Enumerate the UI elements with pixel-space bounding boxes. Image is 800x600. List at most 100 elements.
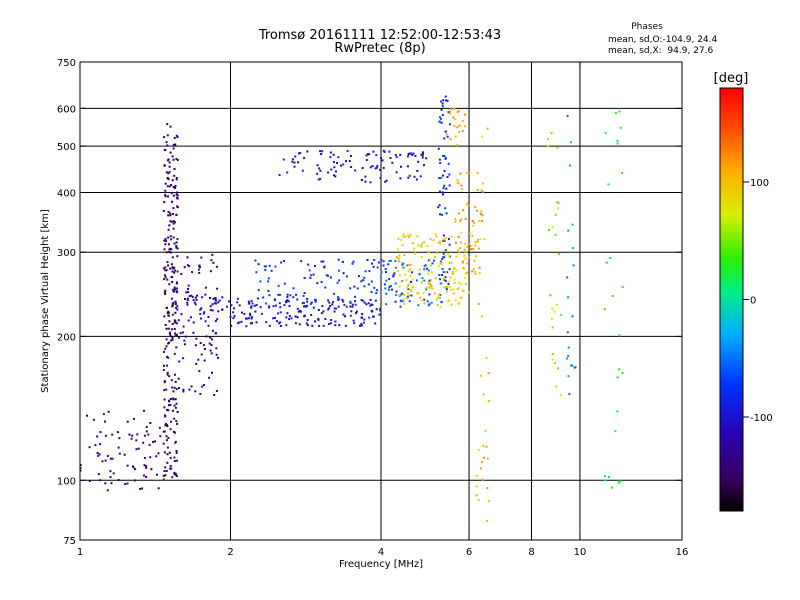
y-tick-label: 200 — [57, 332, 76, 343]
data-point — [451, 272, 454, 275]
data-point — [475, 255, 478, 258]
data-point — [338, 279, 341, 282]
data-point — [96, 452, 99, 454]
data-point — [376, 266, 379, 269]
data-point — [177, 319, 180, 322]
data-point — [245, 325, 248, 328]
data-point — [217, 301, 220, 304]
data-point — [176, 191, 178, 194]
data-point — [567, 355, 570, 357]
data-point — [316, 164, 319, 167]
data-point — [302, 294, 305, 297]
data-point — [421, 277, 424, 280]
data-point — [441, 114, 444, 117]
data-point — [111, 457, 114, 460]
data-point — [209, 270, 212, 273]
data-point — [163, 381, 166, 384]
data-point — [163, 164, 166, 167]
data-point — [165, 435, 168, 438]
data-point — [360, 299, 363, 302]
data-point — [158, 426, 161, 429]
data-point — [194, 303, 197, 306]
data-point — [171, 338, 174, 341]
data-point — [278, 174, 281, 176]
data-point — [86, 414, 88, 417]
data-point — [353, 285, 356, 288]
data-point — [176, 270, 179, 273]
data-point — [449, 110, 451, 113]
data-point — [168, 399, 171, 402]
data-point — [609, 257, 612, 259]
data-point — [349, 300, 352, 303]
data-point — [421, 154, 424, 157]
data-point — [449, 112, 452, 115]
y-tick-label: 75 — [63, 536, 76, 547]
data-point — [132, 466, 135, 469]
data-point — [388, 286, 391, 289]
data-point — [170, 248, 173, 251]
data-point — [342, 313, 345, 316]
data-point — [416, 170, 419, 172]
data-point — [417, 244, 420, 247]
data-point — [419, 296, 422, 299]
data-point — [233, 315, 236, 318]
data-point — [571, 223, 574, 226]
data-point — [372, 315, 374, 318]
data-point — [553, 362, 556, 364]
data-point — [352, 260, 355, 263]
data-point — [482, 393, 485, 396]
data-point — [283, 304, 286, 307]
data-point — [420, 245, 423, 248]
data-point — [112, 472, 115, 475]
data-point — [442, 271, 445, 274]
data-point — [426, 245, 429, 247]
data-point — [327, 171, 330, 174]
data-point — [473, 222, 476, 224]
data-point — [438, 297, 441, 300]
data-point — [384, 287, 387, 290]
data-point — [481, 214, 484, 217]
data-point — [409, 274, 412, 277]
data-point — [163, 380, 166, 383]
data-point — [355, 310, 358, 313]
data-point — [187, 319, 190, 322]
data-point — [442, 256, 445, 259]
data-point — [175, 346, 178, 349]
data-point — [395, 156, 398, 159]
data-point — [187, 287, 189, 290]
data-point — [351, 305, 354, 308]
data-point — [411, 285, 414, 288]
data-point — [343, 303, 346, 306]
data-point — [429, 264, 432, 267]
data-point — [614, 112, 617, 114]
data-point — [344, 324, 347, 327]
data-point — [163, 315, 166, 318]
data-point — [554, 213, 557, 216]
data-point — [397, 270, 399, 272]
data-point — [173, 288, 176, 291]
data-point — [388, 278, 391, 280]
data-point — [485, 357, 488, 359]
data-point — [327, 274, 329, 277]
data-point — [236, 301, 239, 304]
data-point — [439, 261, 442, 264]
data-point — [102, 413, 105, 416]
data-point — [301, 169, 304, 172]
data-point — [142, 441, 145, 444]
data-point — [331, 303, 334, 306]
data-point — [198, 271, 201, 274]
data-point — [109, 457, 112, 460]
data-point — [165, 269, 168, 272]
data-point — [192, 299, 195, 302]
data-point — [391, 161, 394, 164]
data-point — [172, 158, 175, 161]
data-point — [176, 305, 179, 308]
data-point — [171, 297, 173, 300]
data-point — [332, 301, 334, 304]
data-point — [216, 287, 219, 290]
data-point — [389, 259, 392, 262]
data-point — [264, 268, 267, 271]
data-point — [461, 188, 464, 190]
data-point — [367, 302, 370, 305]
data-point — [480, 189, 483, 192]
